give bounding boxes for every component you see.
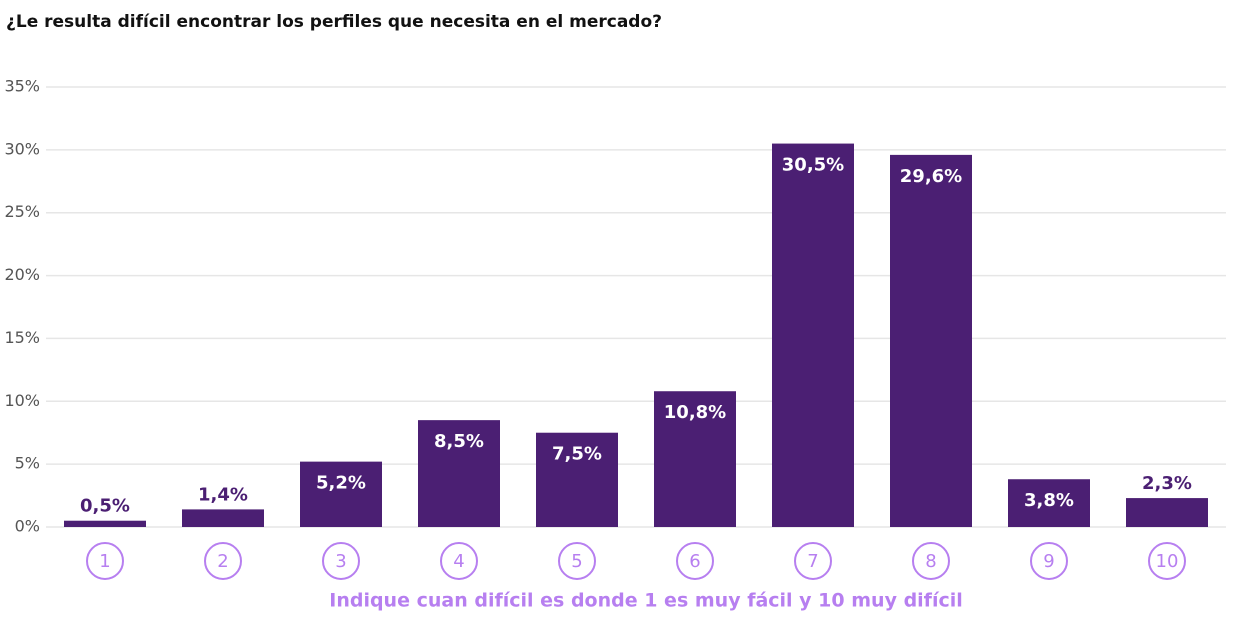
- bar: [1008, 479, 1090, 527]
- category-circle: [204, 542, 242, 580]
- value-label: 10,8%: [664, 402, 726, 423]
- value-label: 30,5%: [782, 155, 844, 176]
- category-circle: [86, 542, 124, 580]
- x-axis-label: Indique cuan difícil es donde 1 es muy f…: [329, 590, 963, 612]
- category-circle: [794, 542, 832, 580]
- y-tick-label: 35%: [4, 77, 40, 96]
- bar: [654, 391, 736, 527]
- value-label: 2,3%: [1142, 473, 1192, 494]
- y-tick-label: 30%: [4, 139, 40, 158]
- y-tick-label: 0%: [15, 517, 40, 536]
- bar: [890, 154, 972, 527]
- bar: [536, 432, 618, 527]
- chart-title: ¿Le resulta difícil encontrar los perfil…: [6, 12, 662, 32]
- x-tick-label: 9: [1043, 551, 1054, 572]
- bar: [772, 143, 854, 528]
- bar: [300, 461, 382, 527]
- y-tick-label: 20%: [4, 265, 40, 284]
- value-label: 29,6%: [900, 166, 962, 187]
- x-tick-label: 10: [1156, 551, 1179, 572]
- y-tick-label: 10%: [4, 391, 40, 410]
- x-tick-label: 6: [689, 551, 700, 572]
- value-label: 5,2%: [316, 473, 366, 494]
- category-circle: [322, 542, 360, 580]
- y-tick-label: 25%: [4, 202, 40, 221]
- category-circle: [1148, 542, 1186, 580]
- value-label: 0,5%: [80, 496, 130, 517]
- category-circle: [912, 542, 950, 580]
- x-tick-label: 5: [571, 551, 582, 572]
- category-circle: [676, 542, 714, 580]
- bar: [1126, 498, 1208, 527]
- x-tick-label: 3: [335, 551, 346, 572]
- bar: [182, 509, 264, 527]
- x-tick-label: 1: [99, 551, 110, 572]
- category-circle: [440, 542, 478, 580]
- y-tick-label: 5%: [15, 454, 40, 473]
- category-circle: [1030, 542, 1068, 580]
- value-label: 8,5%: [434, 431, 484, 452]
- category-circle: [558, 542, 596, 580]
- x-tick-label: 7: [807, 551, 818, 572]
- x-tick-label: 8: [925, 551, 936, 572]
- bar: [418, 420, 500, 527]
- y-tick-label: 15%: [4, 328, 40, 347]
- value-label: 1,4%: [198, 484, 248, 505]
- bar: [64, 520, 146, 527]
- value-label: 7,5%: [552, 444, 602, 465]
- x-tick-label: 4: [453, 551, 464, 572]
- x-tick-label: 2: [217, 551, 228, 572]
- value-label: 3,8%: [1024, 490, 1074, 511]
